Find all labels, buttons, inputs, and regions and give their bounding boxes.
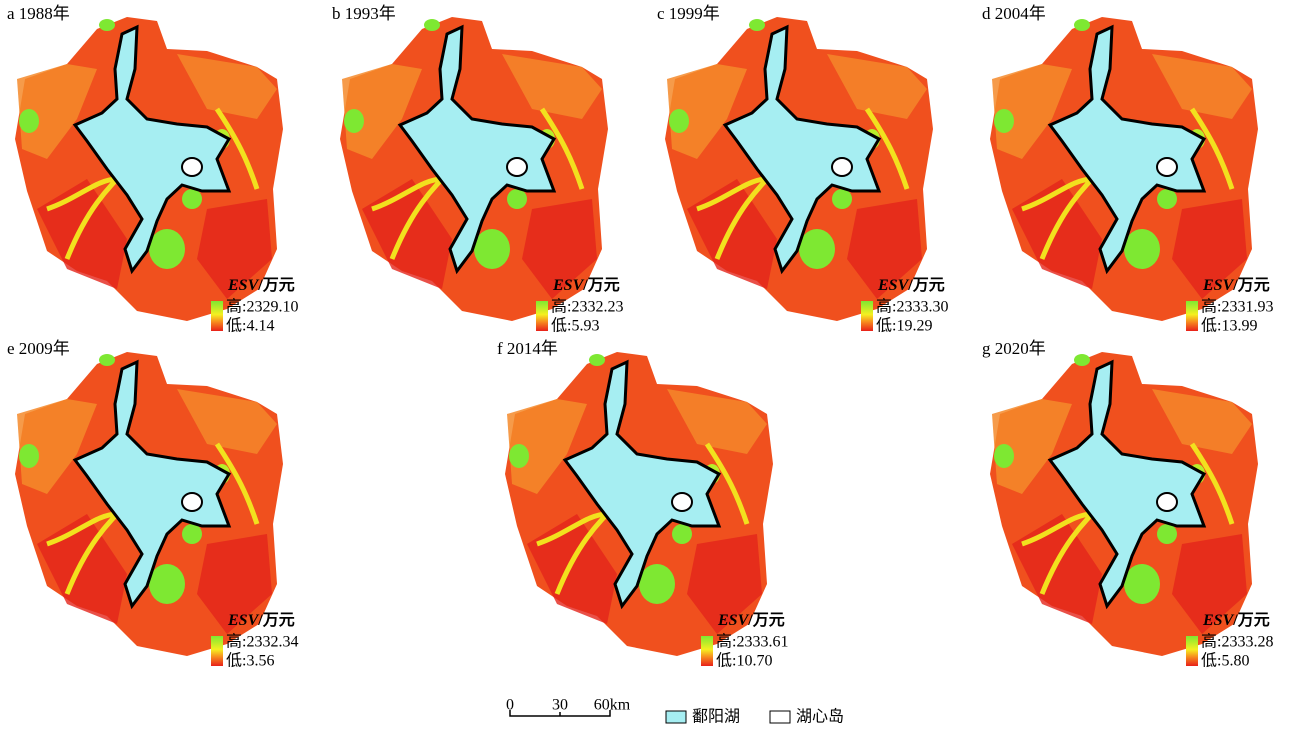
panel-title: b 1993年 (332, 4, 396, 23)
legend-low: 低:19.29 (876, 317, 932, 335)
esv-map (990, 17, 1258, 321)
panel-title: e 2009年 (7, 339, 70, 358)
island-swatch (769, 710, 791, 724)
lake-swatch (665, 710, 687, 724)
legend-title: ESV/万元 (1202, 612, 1270, 629)
island-label: 湖心岛 (796, 708, 844, 726)
legend-unit: /万元 (907, 277, 944, 294)
legend-low: 低:4.14 (226, 317, 274, 335)
legend-unit: /万元 (1232, 277, 1269, 294)
panel-year: 2020年 (995, 339, 1046, 358)
color-ramp (1186, 301, 1198, 331)
legend-high: 高:2331.93 (1201, 298, 1273, 316)
panel-letter: g (982, 339, 991, 358)
esv-map (15, 17, 283, 321)
panel-letter: c (657, 4, 665, 23)
panel-title: a 1988年 (7, 4, 70, 23)
scale-label: 0 (506, 697, 514, 714)
scale-bar: 0 30 60km (506, 697, 631, 717)
legend-title: ESV/万元 (227, 277, 295, 294)
legend-title: ESV/万元 (877, 277, 945, 294)
legend-variable: ESV (1202, 277, 1235, 294)
scale-line (509, 710, 611, 717)
panel-year: 2004年 (995, 4, 1046, 23)
legend-low: 低:10.70 (716, 652, 772, 670)
legend-low: 低:13.99 (1201, 317, 1257, 335)
map-legend: 鄱阳湖 湖心岛 (665, 708, 844, 726)
panel-letter: f (497, 339, 503, 358)
esv-map (340, 17, 608, 321)
legend-title: ESV/万元 (227, 612, 295, 629)
color-ramp (211, 301, 223, 331)
panel-letter: d (982, 4, 991, 23)
legend-variable: ESV (717, 612, 750, 629)
panel-letter: b (332, 4, 341, 23)
legend-unit: /万元 (582, 277, 619, 294)
panel-title: f 2014年 (497, 339, 558, 358)
panel-title: c 1999年 (657, 4, 720, 23)
panel-title: d 2004年 (982, 4, 1046, 23)
color-ramp (1186, 636, 1198, 666)
panel-year: 1999年 (669, 4, 720, 23)
panel-letter: e (7, 339, 15, 358)
legend-low: 低:5.93 (551, 317, 599, 335)
panel-title: g 2020年 (982, 339, 1046, 358)
legend-low: 低:3.56 (226, 652, 274, 670)
panel-year: 2014年 (507, 339, 558, 358)
legend-title: ESV/万元 (1202, 277, 1270, 294)
legend-low: 低:5.80 (1201, 652, 1249, 670)
esv-map (665, 17, 933, 321)
legend-variable: ESV (552, 277, 585, 294)
legend-variable: ESV (227, 277, 260, 294)
legend-high: 高:2333.30 (876, 298, 948, 316)
legend-high: 高:2333.28 (1201, 633, 1273, 651)
legend-unit: /万元 (747, 612, 784, 629)
panel-year: 1993年 (345, 4, 396, 23)
panel-year: 1988年 (19, 4, 70, 23)
lake-label: 鄱阳湖 (692, 708, 740, 726)
legend-variable: ESV (1202, 612, 1235, 629)
legend-high: 高:2332.34 (226, 633, 298, 651)
panel-year: 2009年 (19, 339, 70, 358)
color-ramp (701, 636, 713, 666)
legend-unit: /万元 (1232, 612, 1269, 629)
esv-map (15, 352, 283, 656)
legend-high: 高:2329.10 (226, 298, 298, 316)
scale-label: 60km (594, 697, 631, 714)
legend-variable: ESV (227, 612, 260, 629)
color-ramp (861, 301, 873, 331)
esv-map (505, 352, 773, 656)
legend-title: ESV/万元 (717, 612, 785, 629)
legend-high: 高:2332.23 (551, 298, 623, 316)
panel-letter: a (7, 4, 15, 23)
color-ramp (536, 301, 548, 331)
legend-variable: ESV (877, 277, 910, 294)
scale-label: 30 (552, 697, 568, 714)
color-ramp (211, 636, 223, 666)
legend-unit: /万元 (257, 277, 294, 294)
legend-title: ESV/万元 (552, 277, 620, 294)
legend-unit: /万元 (257, 612, 294, 629)
esv-map (990, 352, 1258, 656)
legend-high: 高:2333.61 (716, 633, 788, 651)
